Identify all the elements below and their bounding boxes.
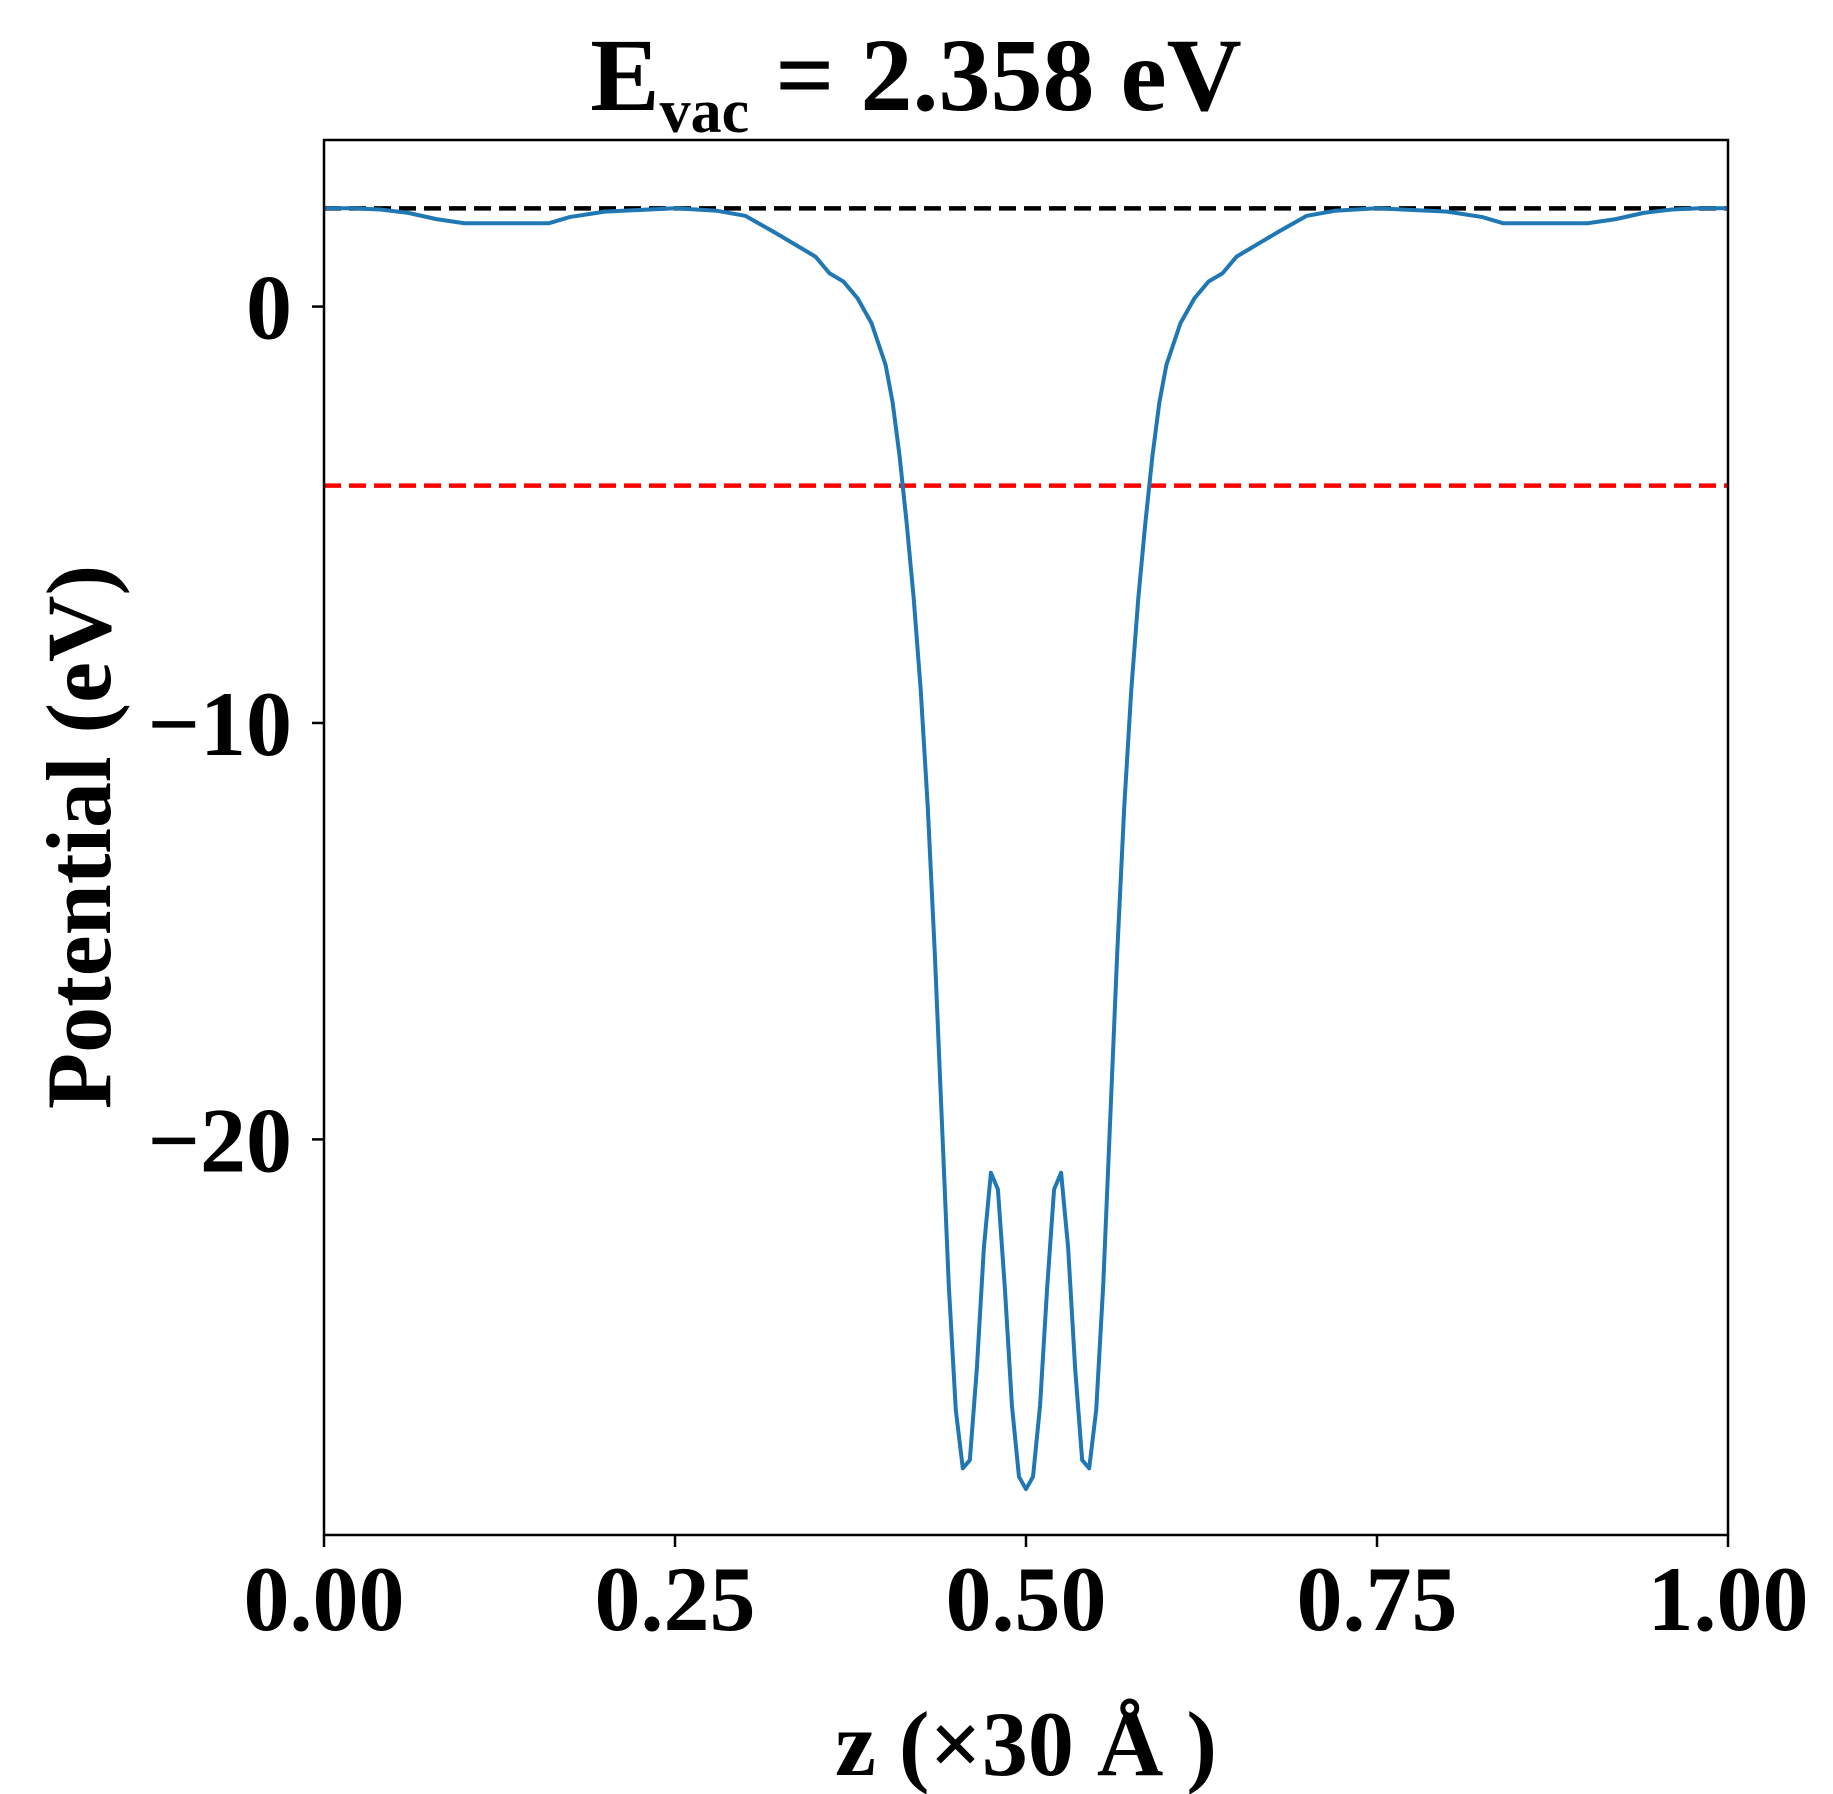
- y-tick-label-0: 0: [246, 257, 292, 359]
- reference-lines: [324, 206, 1728, 488]
- x-tick-label-1: 0.25: [595, 1548, 756, 1650]
- plot-frame: [322, 138, 1730, 1537]
- x-tick-label-2: 0.50: [946, 1548, 1107, 1650]
- y-axis-label: Potential (eV): [28, 565, 130, 1109]
- x-tick-label-3: 0.75: [1297, 1548, 1458, 1650]
- series-line-0: [324, 206, 1728, 1492]
- y-tick-label-1: −10: [148, 673, 292, 775]
- x-tick-label-0: 0.00: [244, 1548, 405, 1650]
- x-axis-label: z (×30 Å ): [835, 1693, 1217, 1794]
- x-axis-ticks: 0.00 0.25 0.50 0.75 1.00: [244, 1535, 1809, 1650]
- title-main: E: [590, 18, 659, 133]
- x-tick-label-4: 1.00: [1648, 1548, 1809, 1650]
- y-axis-ticks: 0 −10 −20: [148, 257, 324, 1191]
- title-subscript: vac: [660, 78, 750, 146]
- y-tick-label-2: −20: [148, 1089, 292, 1191]
- chart-title: Evac = 2.358 eV: [590, 18, 1241, 146]
- series-layer: [324, 206, 1728, 1492]
- title-rest: = 2.358 eV: [749, 18, 1242, 133]
